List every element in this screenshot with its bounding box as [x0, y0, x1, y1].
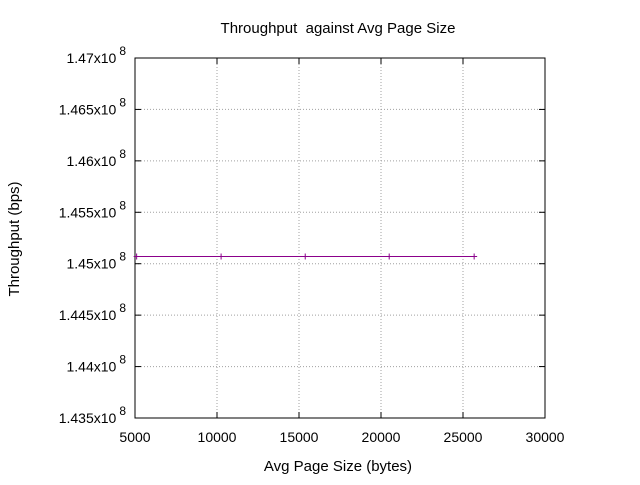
data-point — [133, 253, 140, 260]
x-tick-label: 25000 — [444, 429, 483, 445]
y-tick-label: 1.45x10 8 — [66, 250, 126, 272]
x-tick-label: 20000 — [362, 429, 401, 445]
x-tick-label: 30000 — [526, 429, 565, 445]
data-point — [471, 253, 478, 260]
y-tick-label: 1.465x10 8 — [59, 95, 127, 117]
data-point — [218, 253, 225, 260]
y-tick-label: 1.47x10 8 — [66, 44, 126, 66]
x-axis-label: Avg Page Size (bytes) — [264, 458, 412, 475]
y-tick-label: 1.44x10 8 — [66, 353, 126, 375]
y-tick-label: 1.445x10 8 — [59, 301, 127, 323]
chart-title: Throughput against Avg Page Size — [221, 20, 456, 37]
y-axis-label: Throughput (bps) — [6, 181, 23, 296]
x-tick-label: 15000 — [280, 429, 319, 445]
plot-frame — [134, 57, 546, 419]
x-tick-label: 5000 — [119, 429, 150, 445]
data-point — [302, 253, 309, 260]
y-tick-label: 1.46x10 8 — [66, 147, 126, 169]
tick-layer: 5000 10000 15000 20000 25000 30000 1.435x10 8 1.… — [59, 44, 565, 445]
y-tick-label: 1.435x10 8 — [59, 404, 127, 426]
x-tick-label: 10000 — [198, 429, 237, 445]
data-point — [386, 253, 393, 260]
series-layer — [133, 253, 478, 260]
grid-layer — [135, 58, 545, 418]
y-tick-label: 1.455x10 8 — [59, 198, 127, 220]
